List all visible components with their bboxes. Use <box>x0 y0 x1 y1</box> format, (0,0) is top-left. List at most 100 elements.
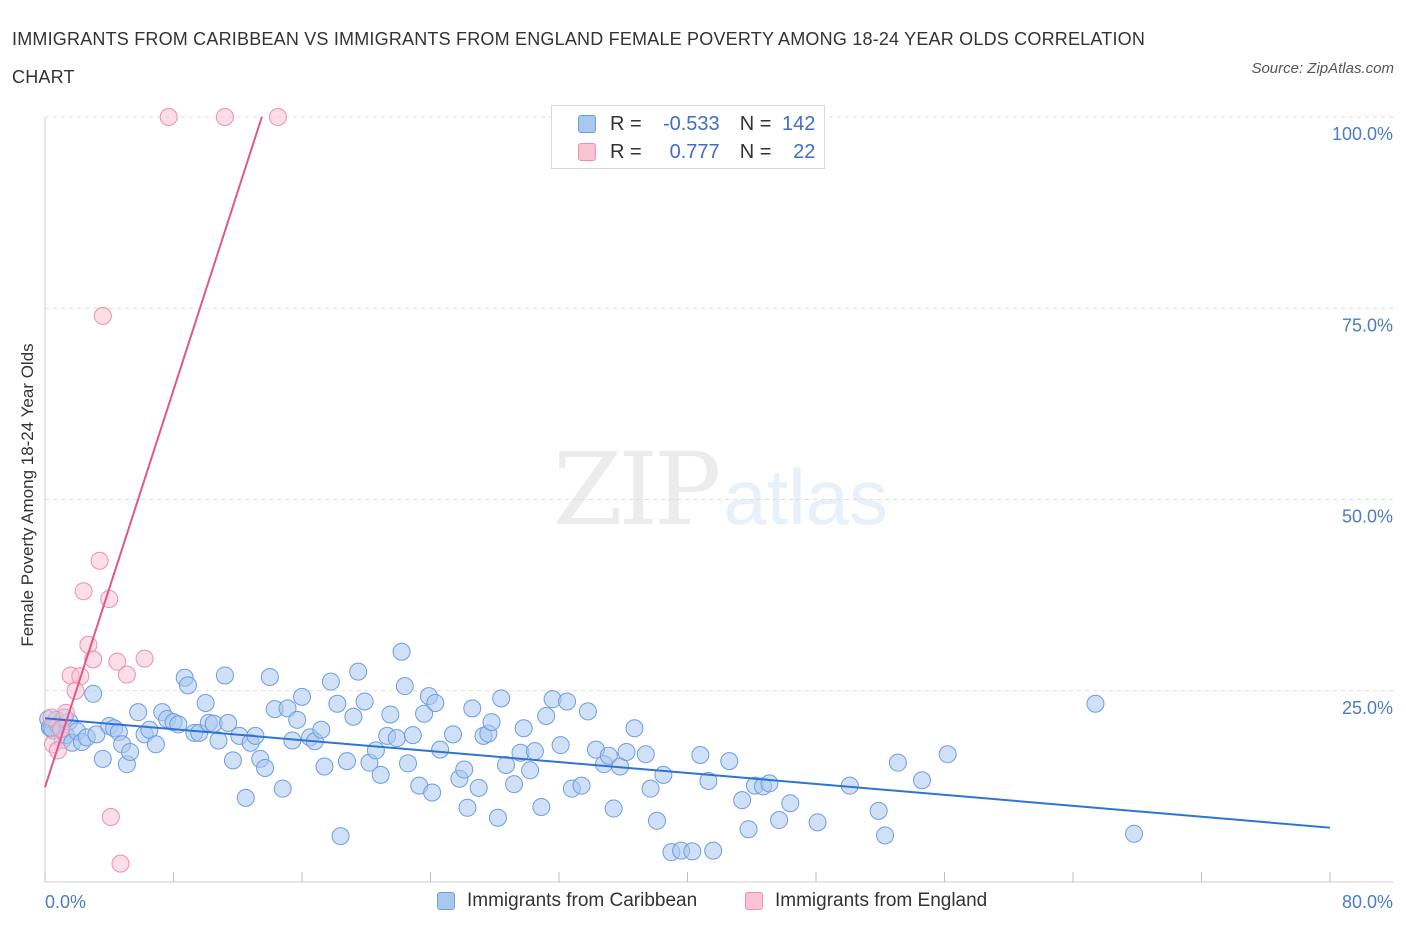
legend-item-england[interactable]: Immigrants from England <box>745 890 987 912</box>
trend-lines <box>44 116 1331 829</box>
caribbean-point <box>599 746 618 765</box>
england-legend-swatch <box>745 892 763 910</box>
caribbean-point <box>236 788 255 807</box>
caribbean-point <box>129 703 148 722</box>
caribbean-point <box>482 713 501 732</box>
caribbean-point <box>521 761 540 780</box>
x-tick-label: 80.0% <box>1342 892 1393 912</box>
caribbean-point <box>458 798 477 817</box>
legend-item-caribbean[interactable]: Immigrants from Caribbean <box>437 890 697 912</box>
tick-labels: 25.0% 50.0% 75.0% 100.0% 0.0% 80.0% <box>45 124 1393 912</box>
n-label: N = <box>739 140 772 163</box>
caribbean-point <box>321 672 340 691</box>
r-label: R = <box>610 140 642 163</box>
caribbean-point <box>121 742 140 761</box>
caribbean-point <box>312 720 331 739</box>
caribbean-point <box>463 699 482 718</box>
caribbean-point <box>492 689 511 708</box>
caribbean-point <box>808 813 827 832</box>
caribbean-point <box>366 741 385 760</box>
caribbean-point <box>770 811 789 830</box>
caribbean-point <box>1125 824 1144 843</box>
caribbean-point <box>699 772 718 791</box>
caribbean-point <box>876 826 895 845</box>
watermark-zip: ZIP <box>553 431 721 548</box>
caribbean-point <box>572 776 591 795</box>
caribbean-point <box>496 755 515 774</box>
n-value: 22 <box>793 140 816 163</box>
caribbean-point <box>443 725 462 744</box>
caribbean-point <box>426 693 445 712</box>
series-legend: Immigrants from Caribbean Immigrants fro… <box>0 890 1406 914</box>
caribbean-point <box>739 820 758 839</box>
n-label: N = <box>739 112 772 135</box>
caribbean-point <box>532 798 551 817</box>
r-value: 0.777 <box>669 140 720 163</box>
caribbean-point <box>423 783 442 802</box>
caribbean-point <box>349 662 368 681</box>
caribbean-point <box>93 749 112 768</box>
caribbean-point <box>371 765 390 784</box>
x-tick-label: 0.0% <box>45 892 86 912</box>
stats-legend: R = -0.533 N = 142 R = 0.777 N = 22 <box>551 105 825 169</box>
caribbean-point <box>469 778 488 797</box>
caribbean-point <box>288 710 307 729</box>
caribbean-point <box>223 751 242 770</box>
r-label: R = <box>610 112 642 135</box>
r-value: -0.533 <box>662 112 720 135</box>
caribbean-point <box>293 687 311 706</box>
caribbean-point <box>355 692 374 711</box>
y-tick-label: 50.0% <box>1342 507 1393 527</box>
caribbean-point <box>505 775 524 794</box>
caribbean-point <box>260 667 279 686</box>
caribbean-point <box>399 754 418 773</box>
caribbean-point <box>537 706 556 725</box>
caribbean-point <box>683 842 702 861</box>
caribbean-point <box>146 735 165 754</box>
caribbean-point <box>387 729 406 748</box>
caribbean-swatch <box>578 115 596 133</box>
caribbean-point <box>704 841 723 860</box>
y-tick-label: 75.0% <box>1342 315 1393 335</box>
caribbean-point <box>395 677 414 696</box>
caribbean-point <box>215 666 234 685</box>
england-point <box>101 807 120 826</box>
caribbean-point <box>337 752 356 771</box>
caribbean-point <box>178 676 197 695</box>
caribbean-point <box>733 791 752 810</box>
caribbean-point <box>278 699 297 718</box>
caribbean-point <box>636 745 655 764</box>
caribbean-point <box>654 765 673 784</box>
england-point <box>108 652 127 671</box>
y-tick-label: 25.0% <box>1342 698 1393 718</box>
caribbean-point <box>381 705 400 724</box>
caribbean-legend-swatch <box>437 892 455 910</box>
caribbean-point <box>558 692 577 711</box>
england-point <box>42 708 61 727</box>
caribbean-point <box>331 827 350 846</box>
england-point <box>268 108 287 126</box>
watermark-atlas: atlas <box>723 453 889 541</box>
n-value: 142 <box>782 112 816 135</box>
england-point <box>93 306 112 325</box>
caribbean-point <box>87 725 106 744</box>
england-point <box>74 582 93 601</box>
legend-label-caribbean: Immigrants from Caribbean <box>467 890 698 911</box>
stats-row-caribbean: R = -0.533 N = 142 <box>578 112 815 136</box>
england-point <box>159 108 178 126</box>
caribbean-point <box>641 779 660 798</box>
caribbean-point <box>514 719 533 738</box>
caribbean-trend-line <box>44 717 1331 829</box>
caribbean-point <box>604 799 623 818</box>
caribbean-point <box>344 707 363 726</box>
caribbean-point <box>455 760 474 779</box>
england-point <box>90 551 109 570</box>
caribbean-point <box>888 753 907 772</box>
england-swatch <box>578 143 596 161</box>
caribbean-point <box>525 742 544 761</box>
source-note: Source: ZipAtlas.com <box>1251 60 1394 77</box>
caribbean-point <box>781 794 800 813</box>
caribbean-point <box>315 757 334 776</box>
caribbean-point <box>392 642 411 661</box>
